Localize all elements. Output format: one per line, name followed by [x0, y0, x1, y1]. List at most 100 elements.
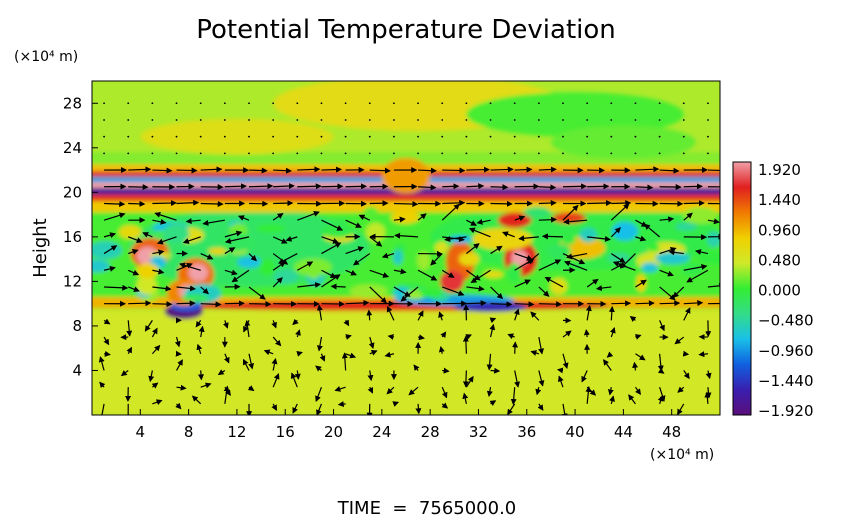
x-tick-label: 12 [227, 423, 246, 441]
wind-arrow [179, 262, 201, 271]
wind-arrow [319, 353, 326, 362]
wind-arrow [562, 135, 564, 138]
wind-arrow [466, 166, 490, 173]
field-speckle [561, 235, 576, 245]
field-speckle [696, 250, 720, 265]
field-band [92, 310, 720, 415]
wind-arrow [466, 219, 477, 226]
colorbar-label: −1.920 [758, 402, 814, 420]
field-speckle [349, 284, 388, 299]
wind-arrow [103, 232, 117, 239]
wind-arrow [321, 236, 339, 244]
field-speckle [458, 252, 480, 266]
colorbar-label: 1.920 [758, 161, 801, 179]
wind-arrow [490, 301, 513, 308]
wind-arrow [104, 284, 129, 291]
y-tick-label: 12 [63, 272, 82, 290]
wind-arrow [98, 356, 105, 371]
wind-arrow [152, 285, 172, 292]
wind-arrow [248, 353, 255, 370]
wind-arrow [296, 135, 299, 138]
y-tick-label: 4 [72, 361, 82, 379]
field-speckle [273, 269, 299, 284]
field-blob [550, 125, 696, 159]
field-blob [466, 92, 684, 137]
wind-arrow [635, 184, 654, 191]
field-speckle [483, 270, 504, 279]
wind-arrow [694, 249, 709, 255]
wind-arrow [682, 350, 690, 357]
field-speckle [546, 243, 572, 259]
wind-arrow [103, 212, 126, 221]
wind-arrow [583, 329, 590, 338]
wind-arrow [489, 135, 492, 138]
field-speckle [393, 249, 403, 265]
x-tick-label: 28 [421, 423, 440, 441]
wind-arrow [272, 236, 288, 244]
wind-arrow [541, 233, 564, 240]
wind-arrow [537, 119, 540, 121]
wind-arrow [154, 211, 177, 221]
wind-arrow [468, 227, 491, 238]
time-label: TIME = 7565000.0 [337, 498, 517, 519]
wind-arrow [200, 286, 209, 295]
wind-arrow [658, 152, 661, 155]
wind-arrow [609, 327, 616, 338]
wind-arrow [465, 334, 472, 340]
wind-arrow [672, 286, 685, 298]
wind-arrow [152, 249, 165, 256]
wind-arrow [537, 403, 544, 411]
x-tick-label: 32 [469, 423, 488, 441]
field-speckle [706, 231, 720, 248]
wind-arrow [441, 102, 444, 105]
field-speckle [523, 206, 551, 219]
wind-arrow [320, 152, 323, 155]
field-speckle [647, 243, 660, 252]
wind-arrow [514, 215, 526, 222]
wind-arrow [223, 135, 226, 138]
wind-arrow [272, 102, 275, 105]
wind-arrow [103, 135, 105, 138]
wind-arrow [386, 386, 395, 395]
chart-title: Potential Temperature Deviation [196, 15, 616, 45]
wind-arrow [514, 166, 533, 173]
wind-arrow [127, 135, 130, 138]
wind-arrow [393, 268, 407, 275]
field-blob [472, 227, 533, 251]
wind-arrow [707, 119, 709, 121]
wind-arrow [629, 315, 637, 322]
wind-arrow [527, 253, 540, 264]
wind-arrow [489, 119, 492, 121]
wind-arrow [320, 119, 323, 121]
wind-arrow [176, 300, 196, 307]
field-speckle [611, 221, 638, 241]
wind-arrow [315, 386, 323, 403]
wind-arrow [368, 102, 371, 105]
field-speckle [641, 262, 659, 273]
field-speckle [390, 210, 420, 224]
wind-arrow [441, 152, 444, 155]
wind-arrow [634, 152, 637, 155]
wind-arrow [512, 341, 519, 354]
wind-arrow [538, 259, 562, 271]
wind-arrow [538, 184, 557, 191]
wind-arrow [369, 350, 378, 356]
wind-arrow [248, 286, 266, 300]
wind-arrow [152, 268, 165, 275]
x-tick-label: 36 [517, 423, 536, 441]
wind-arrow [444, 236, 467, 243]
wind-arrow [217, 369, 226, 376]
wind-arrow [127, 269, 140, 276]
wind-arrow [272, 336, 282, 347]
wind-arrow [587, 199, 612, 206]
wind-arrow [353, 253, 371, 266]
wind-arrow [417, 102, 419, 105]
wind-arrow [465, 135, 468, 138]
wind-arrow [128, 286, 140, 293]
wind-arrow [273, 167, 292, 174]
wind-arrow [393, 135, 395, 138]
y-axis-label: Height [30, 218, 51, 278]
wind-arrow [369, 269, 390, 278]
wind-arrow [502, 231, 515, 238]
wind-arrow [683, 299, 704, 306]
